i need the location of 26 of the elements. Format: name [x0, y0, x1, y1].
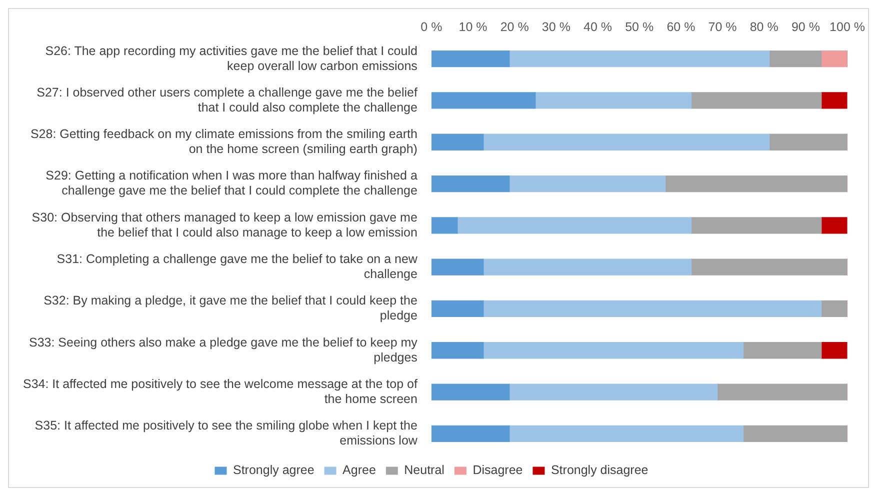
y-tick-label: S26: The app recording my activities gave me the belief that I could keep overall low carbon emissions [45, 44, 418, 73]
y-tick-label: S32: By making a pledge, it gave me the belief that I could keep the pledge [44, 294, 418, 323]
legend-label: Agree [342, 463, 376, 478]
x-tick-label: 10 % [458, 20, 488, 34]
x-tick-label: 40 % [584, 20, 612, 34]
legend-label: Strongly disagree [550, 463, 648, 478]
y-tick-label: S28: Getting feedback on my climate emissions from the smiling earth on the home screen (smiling earth graph) [30, 127, 418, 156]
x-tick-label: 60 % [666, 20, 696, 34]
x-tick-label: 50 % [625, 20, 654, 34]
x-tick-label: 70 % [708, 20, 737, 34]
y-tick-label: S27: I observed other users complete a challenge gave me the belief that I could also complete the challenge [36, 85, 418, 114]
legend-label: Neutral [404, 463, 444, 478]
x-tick-label: 100 % [830, 20, 866, 34]
x-tick-label: 0 % [420, 20, 442, 34]
y-tick-label: S35: It affected me positively to see the smiling globe when I kept the emissions low [34, 418, 418, 448]
x-tick-label: 30 % [542, 20, 570, 34]
x-tick-label: 90 % [791, 20, 820, 34]
x-tick-label: 20 % [500, 20, 529, 34]
y-tick-label: S30: Observing that others managed to keep a low emission gave me the belief that I could also manage to keep a low emission [32, 210, 418, 240]
legend-label: Strongly agree [233, 463, 314, 478]
y-tick-label: S29: Getting a notification when I was more than halfway finished a challenge gave me the belief that I could complete the challenge [46, 168, 418, 198]
y-tick-label: S31: Completing a challenge gave me the belief to take on a new challenge [56, 252, 418, 282]
y-tick-label: S34: It affected me positively to see the welcome message at the top of the home screen [22, 376, 418, 406]
legend-label: Disagree [472, 463, 523, 478]
y-tick-label: S33: Seeing others also make a pledge gave me the belief to keep my pledges [28, 335, 418, 364]
x-tick-label: 80 % [750, 20, 778, 34]
